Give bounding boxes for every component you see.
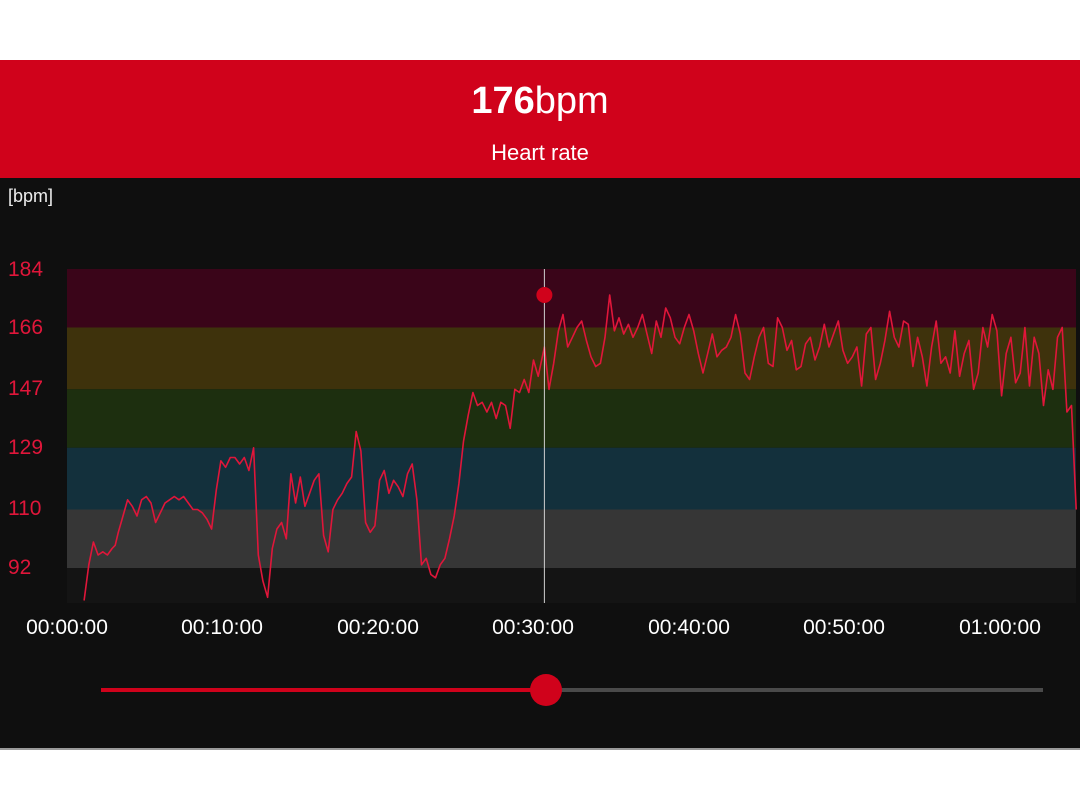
y-tick-label: 129 [8,436,44,459]
heart-rate-chart[interactable] [0,178,1080,750]
zone-band [67,509,1076,568]
divider [0,748,1080,750]
zone-band [67,389,1076,448]
y-tick-label: 147 [8,377,44,400]
slider-thumb[interactable] [529,674,562,706]
zone-band [67,269,1076,328]
y-tick-label: 110 [8,497,42,520]
x-tick-label: 01:00:00 [959,616,1041,639]
heart-rate-number: 176 [471,80,535,122]
chart-panel: [bpm] 184 166 147 129 110 92 00:00:00 00… [0,178,1080,750]
y-tick-label: 184 [8,258,44,281]
x-tick-label: 00:10:00 [181,616,263,639]
current-heart-rate: 176bpm [0,78,1080,124]
x-tick-label: 00:20:00 [337,616,419,639]
cursor-marker[interactable] [536,287,553,303]
metric-title: Heart rate [491,140,589,165]
y-tick-label: 166 [8,316,44,339]
x-tick-label: 00:50:00 [803,616,885,639]
x-tick-label: 00:40:00 [648,616,730,639]
heart-rate-line [83,294,1077,601]
y-tick-label: 92 [8,556,32,579]
x-tick-label: 00:00:00 [26,616,108,639]
zone-below [67,568,1076,603]
metric-header: 176bpm Heart rate [0,60,1080,178]
x-tick-label: 00:30:00 [492,616,574,639]
y-axis-unit-label: [bpm] [8,186,54,206]
heart-rate-unit: bpm [534,80,609,122]
heart-rate-zones [67,269,1076,568]
zone-band [67,327,1076,390]
